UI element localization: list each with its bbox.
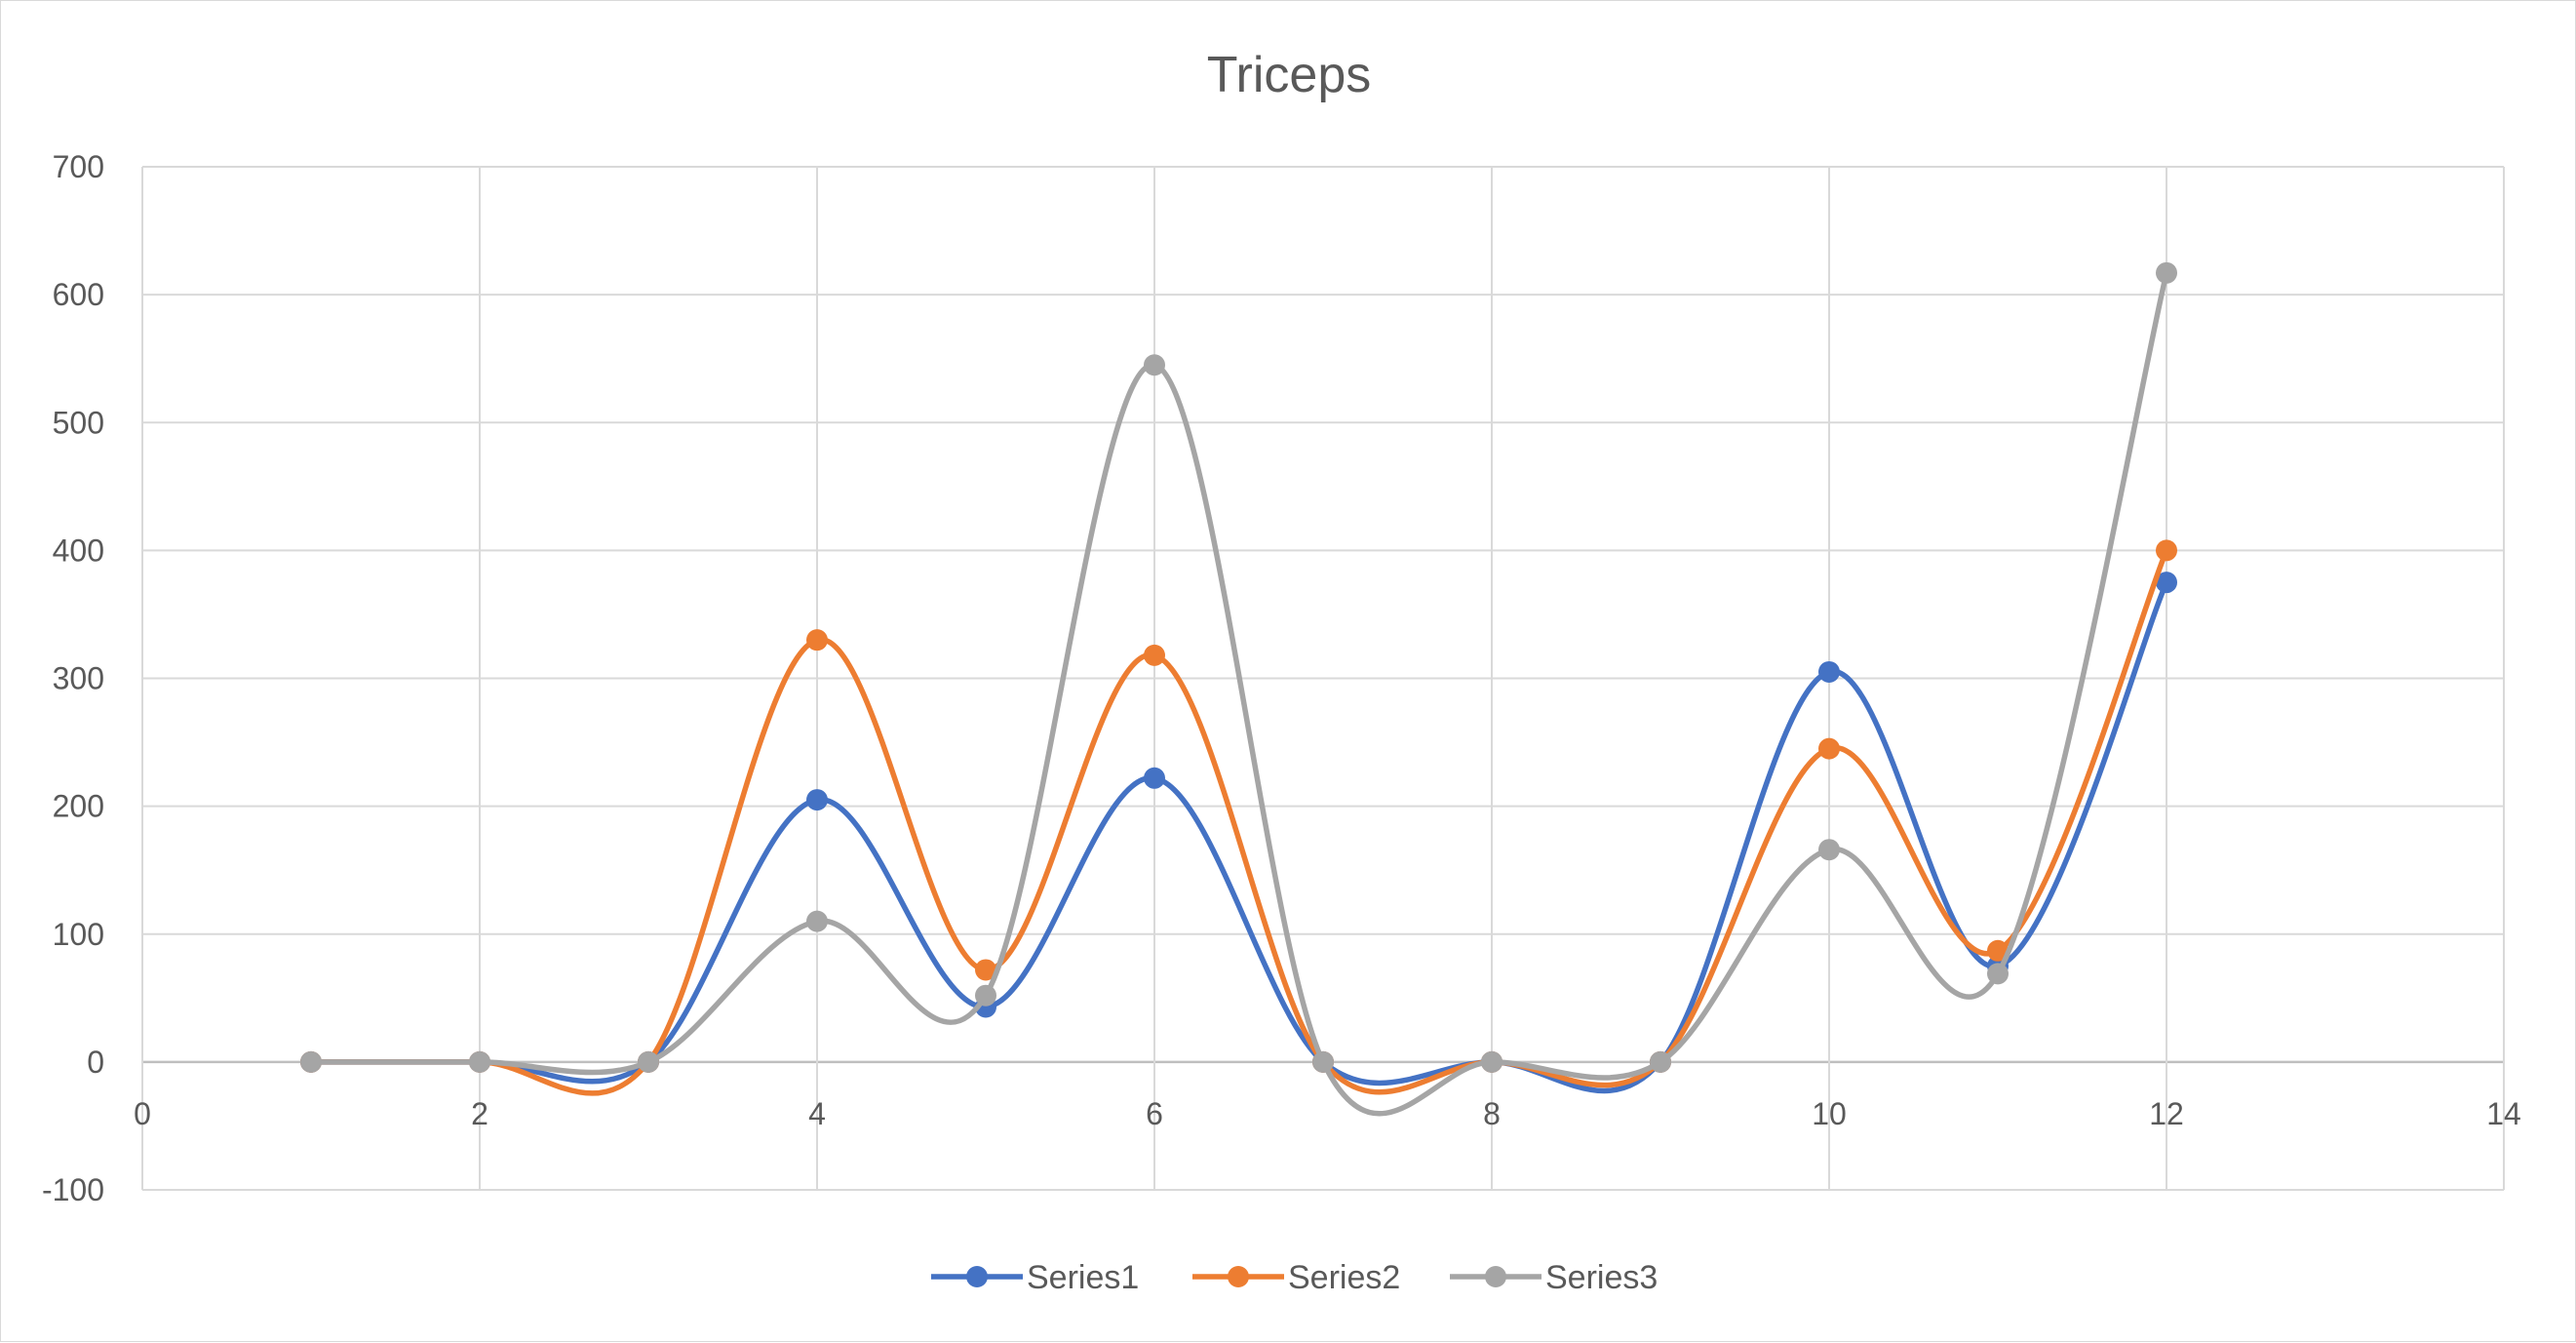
gridlines — [141, 166, 2505, 1191]
legend-marker — [966, 1266, 988, 1287]
data-point — [1144, 644, 1165, 666]
x-tick-label: 14 — [2486, 1096, 2521, 1131]
legend-marker — [1228, 1266, 1249, 1287]
y-tick-label: 500 — [53, 405, 104, 440]
data-point — [1818, 737, 1840, 760]
x-tick-label: 10 — [1812, 1096, 1847, 1131]
legend-item-series3: Series3 — [1450, 1259, 1658, 1296]
data-point — [806, 910, 828, 932]
x-tick-label: 4 — [808, 1096, 826, 1131]
y-tick-label: 0 — [87, 1045, 104, 1080]
y-tick-label: 100 — [53, 917, 104, 952]
y-tick-label: 300 — [53, 661, 104, 696]
legend-label: Series2 — [1288, 1259, 1400, 1296]
legend-label: Series3 — [1545, 1259, 1658, 1296]
data-point — [2156, 539, 2177, 562]
y-tick-label: 700 — [53, 149, 104, 184]
legend-item-series2: Series2 — [1192, 1259, 1400, 1296]
x-tick-label: 8 — [1483, 1096, 1501, 1131]
data-point — [975, 959, 996, 981]
data-point — [1650, 1050, 1671, 1073]
x-tick-label: 0 — [134, 1096, 151, 1131]
data-point — [469, 1050, 490, 1073]
data-point — [300, 1050, 322, 1073]
data-point — [1312, 1050, 1334, 1073]
data-point — [1987, 939, 2009, 962]
data-point — [806, 629, 828, 652]
x-tick-label: 6 — [1146, 1096, 1163, 1131]
series-line — [308, 547, 2169, 1096]
chart-title: Triceps — [1207, 47, 1372, 103]
legend-marker — [1485, 1266, 1506, 1287]
series-line — [308, 270, 2169, 1117]
x-tick-label: 12 — [2149, 1096, 2184, 1131]
series-series2 — [300, 539, 2177, 1096]
legend-label: Series1 — [1027, 1259, 1139, 1296]
y-tick-label: 400 — [53, 533, 104, 568]
data-point — [638, 1050, 659, 1073]
data-point — [1144, 767, 1165, 789]
legend-item-series1: Series1 — [931, 1259, 1139, 1296]
data-point — [1987, 963, 2009, 985]
data-point — [1818, 660, 1840, 683]
legend: Series1 Series2 Series3 — [931, 1259, 1658, 1296]
data-point — [2156, 261, 2177, 284]
series-line — [308, 579, 2169, 1094]
data-point — [1144, 354, 1165, 376]
data-point — [975, 984, 996, 1007]
y-tick-label: -100 — [42, 1172, 104, 1207]
y-tick-label: 200 — [53, 789, 104, 824]
data-point — [1818, 839, 1840, 861]
axis-ticks: -100 0 100 200 300 400 500 600 700 0 2 4 6 8 10 12 14 — [42, 149, 2521, 1207]
data-point — [2156, 572, 2177, 594]
data-point — [1481, 1050, 1503, 1073]
series-series3 — [300, 261, 2177, 1117]
series-group — [300, 261, 2177, 1117]
y-tick-label: 600 — [53, 277, 104, 312]
data-point — [806, 789, 828, 811]
x-tick-label: 2 — [471, 1096, 488, 1131]
